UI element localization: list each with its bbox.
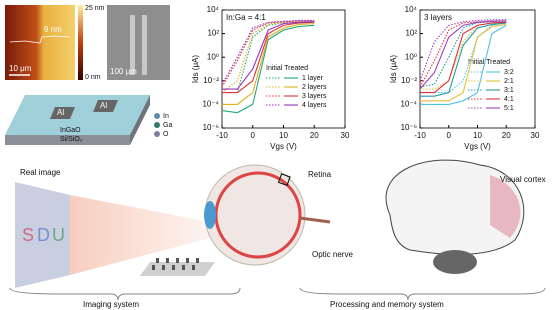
y-tick-label: 10² <box>207 29 219 38</box>
y-axis-label: Ids (μA) <box>191 55 200 84</box>
legend-label: 2 layers <box>302 84 327 91</box>
legend-label: 4:1 <box>504 96 514 103</box>
y-tick-label: 10⁻² <box>401 76 417 85</box>
afm-max: 25 nm <box>85 5 105 12</box>
initial-curve <box>222 22 314 93</box>
initial-curve <box>420 21 506 87</box>
letter: U <box>52 225 65 245</box>
atom-ga <box>154 122 160 128</box>
legend-in: In <box>163 113 169 120</box>
treated-curve <box>222 22 314 92</box>
y-tick-label: 10⁰ <box>405 52 417 61</box>
y-tick-label: 10² <box>405 29 417 38</box>
sem-strip <box>142 15 147 75</box>
retina-label: Retina <box>308 170 332 179</box>
legend-heading: Initial Treated <box>468 59 510 66</box>
processing-system-label: Processing and memory system <box>330 300 444 309</box>
eyeball <box>205 165 305 265</box>
legend-label: 5:1 <box>504 105 514 112</box>
legend-label: 3:2 <box>504 69 514 76</box>
substrate-label: Si/SiO₂ <box>60 136 83 143</box>
legend-heading: Initial Treated <box>266 65 308 72</box>
atom-o <box>154 131 160 137</box>
x-axis-label: Vgs (V) <box>464 142 491 151</box>
legend-label: 1 layer <box>302 75 324 82</box>
legend-label: 3 layers <box>302 93 327 100</box>
x-tick-label: 10 <box>473 131 482 140</box>
x-tick-label: -10 <box>414 131 426 140</box>
afm-step: 9 nm <box>44 25 62 34</box>
x-tick-label: 30 <box>341 131 350 140</box>
legend-label: 4 layers <box>302 102 327 109</box>
y-tick-label: 10⁴ <box>405 5 418 14</box>
treated-curve <box>222 22 314 89</box>
y-tick-label: 10⁻⁴ <box>400 100 417 109</box>
y-tick-label: 10⁻⁴ <box>202 100 219 109</box>
imaging-system-label: Imaging system <box>83 300 139 309</box>
colorbar <box>78 5 83 80</box>
letter: D <box>37 225 50 245</box>
legend-ga: Ga <box>163 122 172 129</box>
brace <box>300 288 545 300</box>
legend-o: O <box>163 131 169 138</box>
electrode-label: Al <box>100 101 107 110</box>
legend-label: 3:1 <box>504 87 514 94</box>
y-tick-label: 10⁴ <box>207 5 220 14</box>
initial-curve <box>222 22 314 93</box>
annotation: In:Ga = 4:1 <box>226 13 266 22</box>
legend-label: 2:1 <box>504 78 514 85</box>
annotation: 3 layers <box>424 13 452 22</box>
channel-label: InGaO <box>60 127 81 134</box>
y-tick-label: 10⁻² <box>203 76 219 85</box>
figure: 9 nm 10 μm 25 nm 0 nm 100 μm Al Al InGaO… <box>0 0 555 310</box>
letter: S <box>22 225 34 245</box>
electrode-label: Al <box>57 108 64 117</box>
x-tick-label: 10 <box>279 131 288 140</box>
afm-scale: 10 μm <box>9 64 32 73</box>
x-tick-label: 20 <box>310 131 319 140</box>
x-tick-label: 0 <box>251 131 256 140</box>
x-tick-label: 0 <box>447 131 452 140</box>
sensor-array <box>140 258 215 276</box>
x-tick-label: 30 <box>531 131 540 140</box>
x-tick-label: 20 <box>502 131 511 140</box>
x-axis-label: Vgs (V) <box>270 142 297 151</box>
real-image-label: Real image <box>20 168 61 177</box>
afm-min: 0 nm <box>85 74 101 81</box>
y-tick-label: 10⁰ <box>207 52 219 61</box>
page: 9 nm 10 μm 25 nm 0 nm 100 μm Al Al InGaO… <box>0 0 555 310</box>
initial-curve <box>420 22 506 87</box>
optic-nerve-label: Optic nerve <box>312 250 353 259</box>
cerebellum <box>433 250 477 274</box>
visual-cortex-label: Visual cortex <box>500 175 546 184</box>
lens <box>204 201 216 229</box>
y-axis-label: Ids (μA) <box>389 55 398 84</box>
sem-scale: 100 μm <box>110 67 137 76</box>
sem-strip <box>130 15 135 75</box>
treated-curve <box>420 21 506 89</box>
x-tick-label: -10 <box>216 131 228 140</box>
atom-in <box>154 113 160 119</box>
brace <box>10 288 240 300</box>
